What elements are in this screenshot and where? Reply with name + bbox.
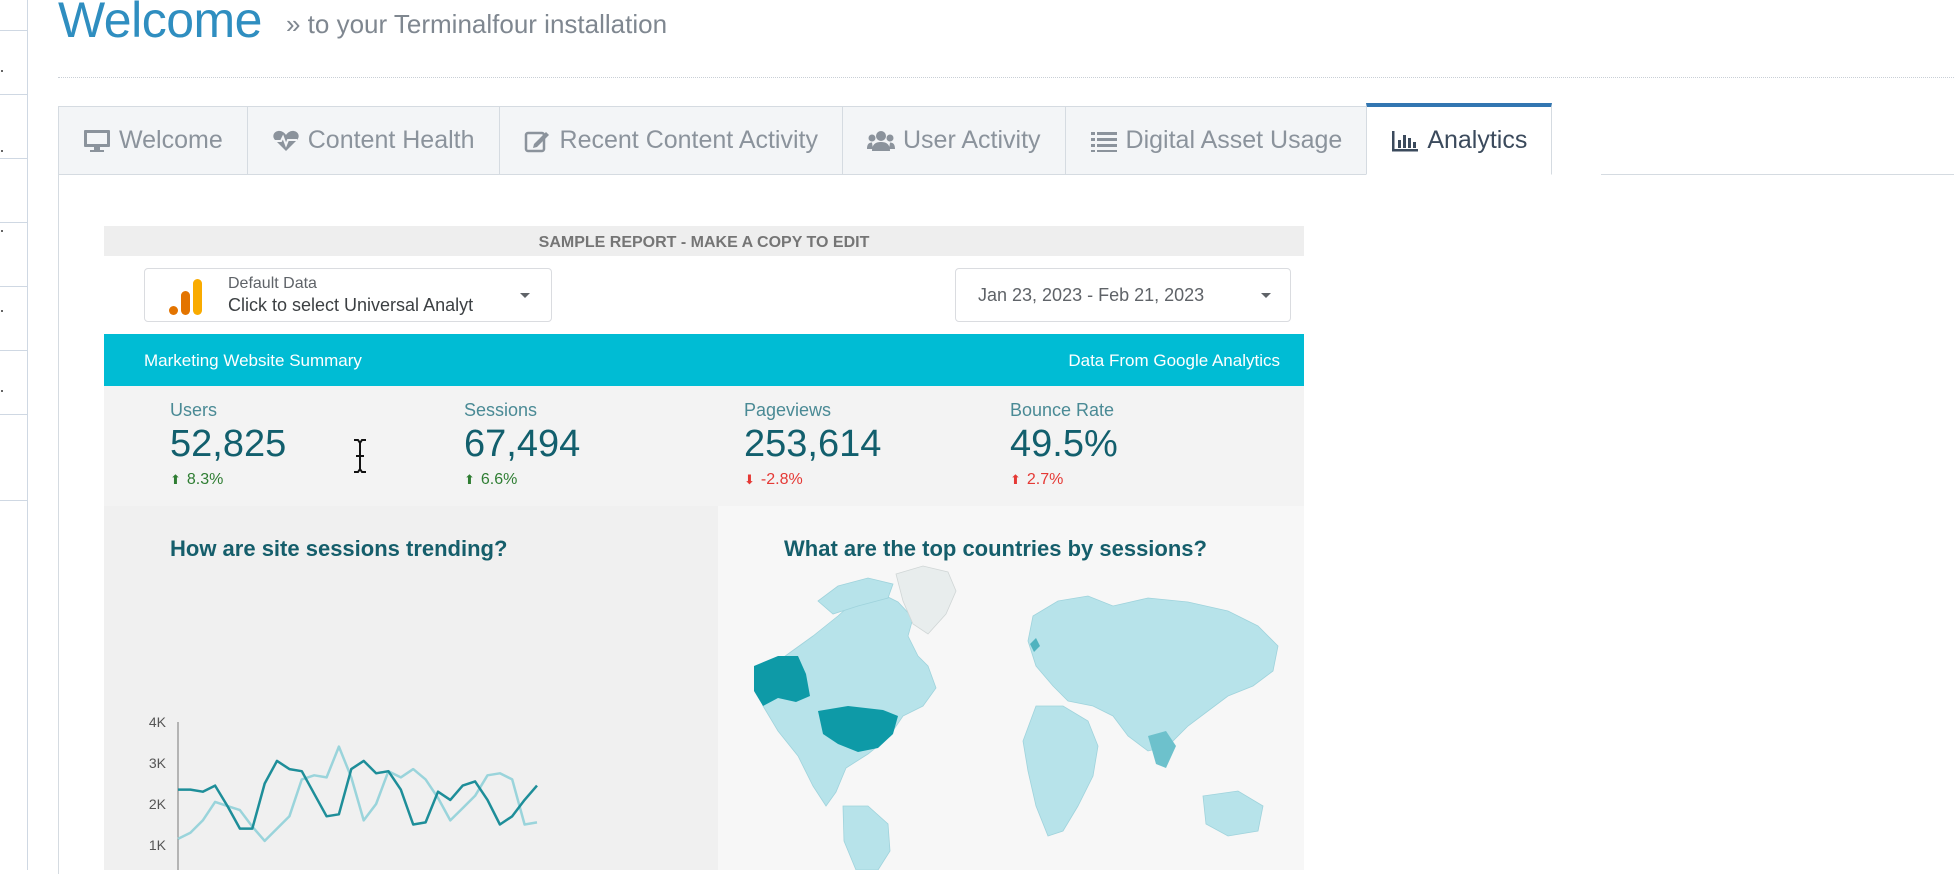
rail-divider [0, 350, 28, 351]
series-line-previous [177, 745, 538, 843]
kpi-delta-value: 8.3% [186, 471, 224, 488]
monitor-icon [83, 127, 111, 155]
rail-divider [0, 222, 28, 223]
tab-user-activity[interactable]: User Activity [842, 106, 1065, 175]
date-range-picker[interactable]: Jan 23, 2023 - Feb 21, 2023 [955, 268, 1291, 322]
bar-chart-icon [1391, 127, 1419, 155]
kpi-value: 49.5% [1010, 423, 1118, 465]
rail-dot [1, 390, 3, 392]
kpi-label: Sessions [464, 400, 538, 420]
alaska-highlight [754, 656, 810, 706]
tab-label: Content Health [307, 126, 475, 154]
y-tick-label: 4K [149, 714, 167, 730]
users-icon [867, 127, 895, 155]
kpi-delta-value: 6.6% [480, 471, 518, 488]
countries-map-card: What are the top countries by sessions? [718, 506, 1304, 870]
kpi-delta: ⬆ 2.7% [1010, 471, 1118, 489]
chevron-down-icon [1261, 293, 1271, 298]
kpi-users: Users 52,825 ⬆ 8.3% [170, 400, 286, 489]
kpi-row: Users 52,825 ⬆ 8.3% Sessions 67,494 ⬆ 6.6%… [104, 386, 1304, 506]
tab-label: Welcome [119, 126, 223, 154]
tab-baseline [1601, 174, 1954, 175]
tab-label: User Activity [903, 126, 1041, 154]
y-tick-label: 3K [149, 755, 167, 771]
header-divider [58, 77, 1954, 78]
usa-highlight [818, 706, 898, 752]
uk-highlight [1030, 638, 1040, 652]
tab-panel [58, 174, 1954, 874]
tab-label: Recent Content Activity [559, 126, 818, 154]
arrow-down-icon: ⬇ [744, 472, 755, 487]
page-title: Welcome [58, 0, 262, 48]
sessions-chart-title: How are site sessions trending? [170, 536, 508, 561]
kpi-pageviews: Pageviews 253,614 ⬇ -2.8% [744, 400, 881, 489]
rail-divider [0, 286, 28, 287]
kpi-bounce-rate: Bounce Rate 49.5% ⬆ 2.7% [1010, 400, 1118, 489]
y-tick-label: 1K [149, 837, 167, 853]
page-header: Welcome » to your Terminalfour installat… [58, 0, 667, 48]
summary-source: Data From Google Analytics [1068, 351, 1280, 370]
kpi-delta: ⬆ 6.6% [464, 471, 580, 489]
rail-divider [0, 500, 28, 501]
tab-recent-content-activity[interactable]: Recent Content Activity [498, 106, 842, 175]
countries-chart-title: What are the top countries by sessions? [784, 536, 1207, 561]
page-subtitle: » to your Terminalfour installation [285, 9, 668, 39]
kpi-delta: ⬇ -2.8% [744, 471, 881, 489]
kpi-delta-value: -2.8% [760, 471, 803, 488]
data-source-picker[interactable]: Default Data Click to select Universal A… [144, 268, 552, 322]
arrow-up-icon: ⬆ [1010, 472, 1021, 487]
kpi-label: Pageviews [744, 400, 832, 420]
tab-label: Digital Asset Usage [1125, 126, 1343, 154]
report-controls: Default Data Click to select Universal A… [104, 256, 1304, 334]
dashboard-tabs: Welcome Content Health Recent Content Ac… [58, 103, 1553, 175]
greenland [895, 565, 957, 635]
y-tick-label: 2K [149, 796, 167, 812]
list-icon [1090, 127, 1118, 155]
arrow-up-icon: ⬆ [464, 472, 475, 487]
rail-divider [0, 414, 28, 415]
summary-title: Marketing Website Summary [144, 351, 362, 370]
left-rail [0, 0, 28, 870]
sessions-trend-card: How are site sessions trending? 01K2K3K4… [104, 506, 718, 870]
chevron-down-icon [520, 293, 530, 298]
series-line-current [178, 759, 538, 830]
data-source-caption: Default Data [228, 275, 317, 292]
kpi-label: Bounce Rate [1010, 400, 1115, 420]
map-land [757, 577, 1279, 870]
edit-icon [524, 127, 552, 155]
sample-report-banner: SAMPLE REPORT - MAKE A COPY TO EDIT [104, 226, 1304, 256]
analytics-report: SAMPLE REPORT - MAKE A COPY TO EDIT Defa… [104, 226, 1304, 870]
kpi-delta-value: 2.7% [1026, 471, 1064, 488]
kpi-sessions: Sessions 67,494 ⬆ 6.6% [464, 400, 580, 489]
tab-content-health[interactable]: Content Health [246, 106, 499, 175]
google-analytics-logo [169, 279, 202, 315]
date-range-label: Jan 23, 2023 - Feb 21, 2023 [978, 285, 1205, 305]
tab-label: Analytics [1427, 126, 1528, 154]
rail-dot [1, 150, 3, 152]
rail-dot [1, 310, 3, 312]
rail-divider [0, 94, 28, 95]
tab-analytics[interactable]: Analytics [1366, 103, 1553, 175]
kpi-value: 253,614 [744, 423, 882, 465]
rail-divider [0, 30, 28, 31]
summary-bar: Marketing Website Summary Data From Goog… [104, 334, 1304, 386]
kpi-delta: ⬆ 8.3% [170, 471, 286, 489]
data-source-label: Click to select Universal Analytics [228, 295, 473, 315]
rail-dot [1, 70, 3, 72]
tab-digital-asset-usage[interactable]: Digital Asset Usage [1064, 106, 1367, 175]
rail-dot [1, 230, 3, 232]
kpi-value: 67,494 [464, 423, 581, 465]
kpi-value: 52,825 [170, 423, 287, 465]
tab-welcome[interactable]: Welcome [58, 106, 247, 175]
india-highlight [1148, 731, 1176, 768]
arrow-up-icon: ⬆ [170, 472, 181, 487]
kpi-label: Users [170, 400, 218, 420]
text-cursor-icon [354, 439, 366, 473]
sessions-line-chart: 01K2K3K4KJan 23Jan 28Feb 2Feb 7Feb 12Feb… [149, 714, 538, 870]
world-map [754, 565, 1279, 870]
heartbeat-icon [272, 127, 300, 155]
rail-divider [0, 158, 28, 159]
